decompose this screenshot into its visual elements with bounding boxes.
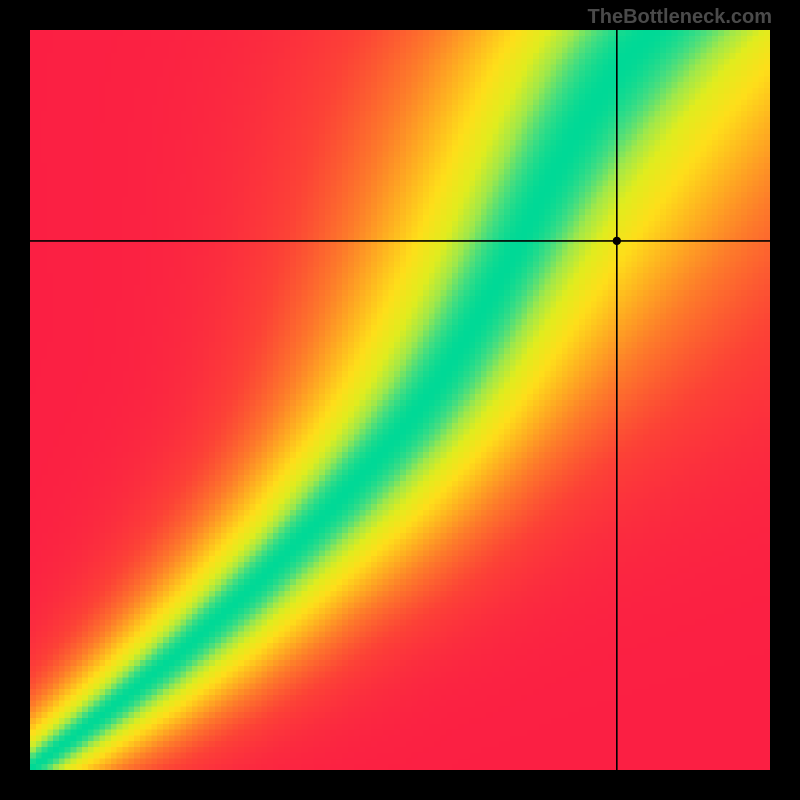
overlay-svg — [0, 0, 800, 800]
chart-container: TheBottleneck.com — [0, 0, 800, 800]
crosshair-marker — [613, 237, 621, 245]
source-watermark: TheBottleneck.com — [588, 6, 772, 29]
